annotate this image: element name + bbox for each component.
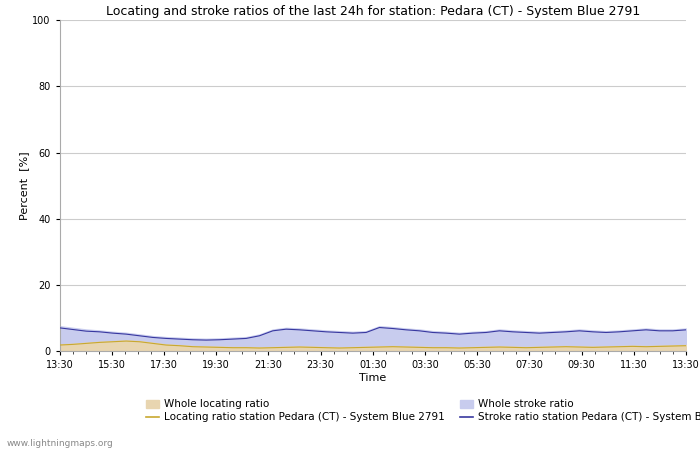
Title: Locating and stroke ratios of the last 24h for station: Pedara (CT) - System Blu: Locating and stroke ratios of the last 2…	[106, 4, 640, 18]
Legend: Whole locating ratio, Locating ratio station Pedara (CT) - System Blue 2791, Who: Whole locating ratio, Locating ratio sta…	[146, 399, 700, 423]
Y-axis label: Percent  [%]: Percent [%]	[20, 151, 29, 220]
X-axis label: Time: Time	[359, 373, 386, 383]
Text: www.lightningmaps.org: www.lightningmaps.org	[7, 439, 113, 448]
